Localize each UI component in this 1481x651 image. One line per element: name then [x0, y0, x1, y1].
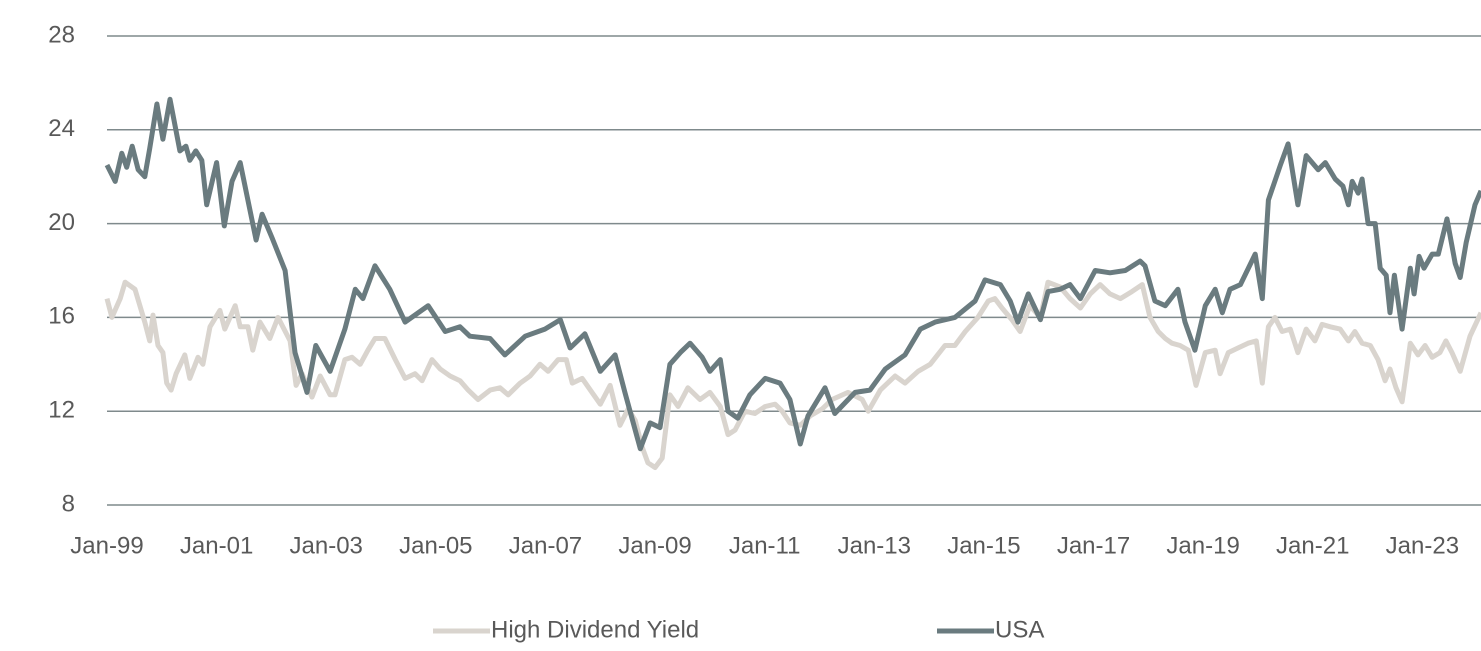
- x-tick-label: Jan-15: [947, 532, 1020, 559]
- series-line: [104, 279, 1481, 470]
- y-tick-label: 20: [48, 209, 75, 236]
- x-tick-label: Jan-17: [1057, 532, 1130, 559]
- x-tick-label: Jan-09: [618, 532, 691, 559]
- x-tick-label: Jan-99: [70, 532, 143, 559]
- x-tick-label: Jan-05: [399, 532, 472, 559]
- x-tick-label: Jan-19: [1166, 532, 1239, 559]
- x-tick-label: Jan-13: [838, 532, 911, 559]
- x-tick-label: Jan-07: [509, 532, 582, 559]
- legend-label: USA: [995, 616, 1044, 643]
- x-tick-label: Jan-21: [1276, 532, 1349, 559]
- y-tick-label: 12: [48, 397, 75, 424]
- legend-label: High Dividend Yield: [491, 616, 699, 643]
- x-tick-label: Jan-11: [729, 532, 801, 559]
- x-tick-label: Jan-23: [1386, 532, 1459, 559]
- y-tick-label: 28: [48, 21, 75, 48]
- y-tick-label: 8: [62, 490, 75, 517]
- x-tick-label: Jan-01: [180, 532, 253, 559]
- y-tick-label: 24: [48, 115, 75, 142]
- series-line: [104, 96, 1481, 452]
- x-tick-label: Jan-03: [290, 532, 363, 559]
- y-tick-label: 16: [48, 303, 75, 330]
